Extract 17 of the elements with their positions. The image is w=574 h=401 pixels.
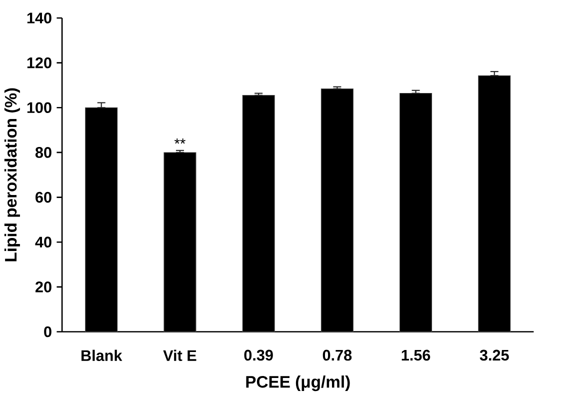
y-tick-label: 20 — [35, 282, 52, 292]
x-tick-label: 0.78 — [322, 350, 352, 361]
x-tick-label: 0.39 — [244, 350, 273, 361]
x-tick-label: 1.56 — [402, 350, 430, 361]
x-axis-title: PCEE (μg/ml) — [246, 376, 350, 392]
x-tick-label: 3.25 — [480, 350, 509, 361]
y-tick-label: 0 — [44, 326, 52, 338]
annotation: ** — [174, 138, 186, 144]
y-tick-label: 140 — [27, 12, 52, 24]
x-tick-label: Vit E — [163, 350, 196, 362]
y-tick-label: 60 — [36, 192, 52, 203]
y-tick-label: 40 — [35, 236, 52, 248]
y-tick-label: 120 — [27, 58, 52, 68]
x-tick-label: Blank — [82, 350, 122, 362]
y-tick-label: 100 — [27, 102, 52, 114]
y-tick-label: 80 — [35, 147, 52, 158]
y-axis-title: Lipid peroxidation (%) — [4, 88, 20, 262]
